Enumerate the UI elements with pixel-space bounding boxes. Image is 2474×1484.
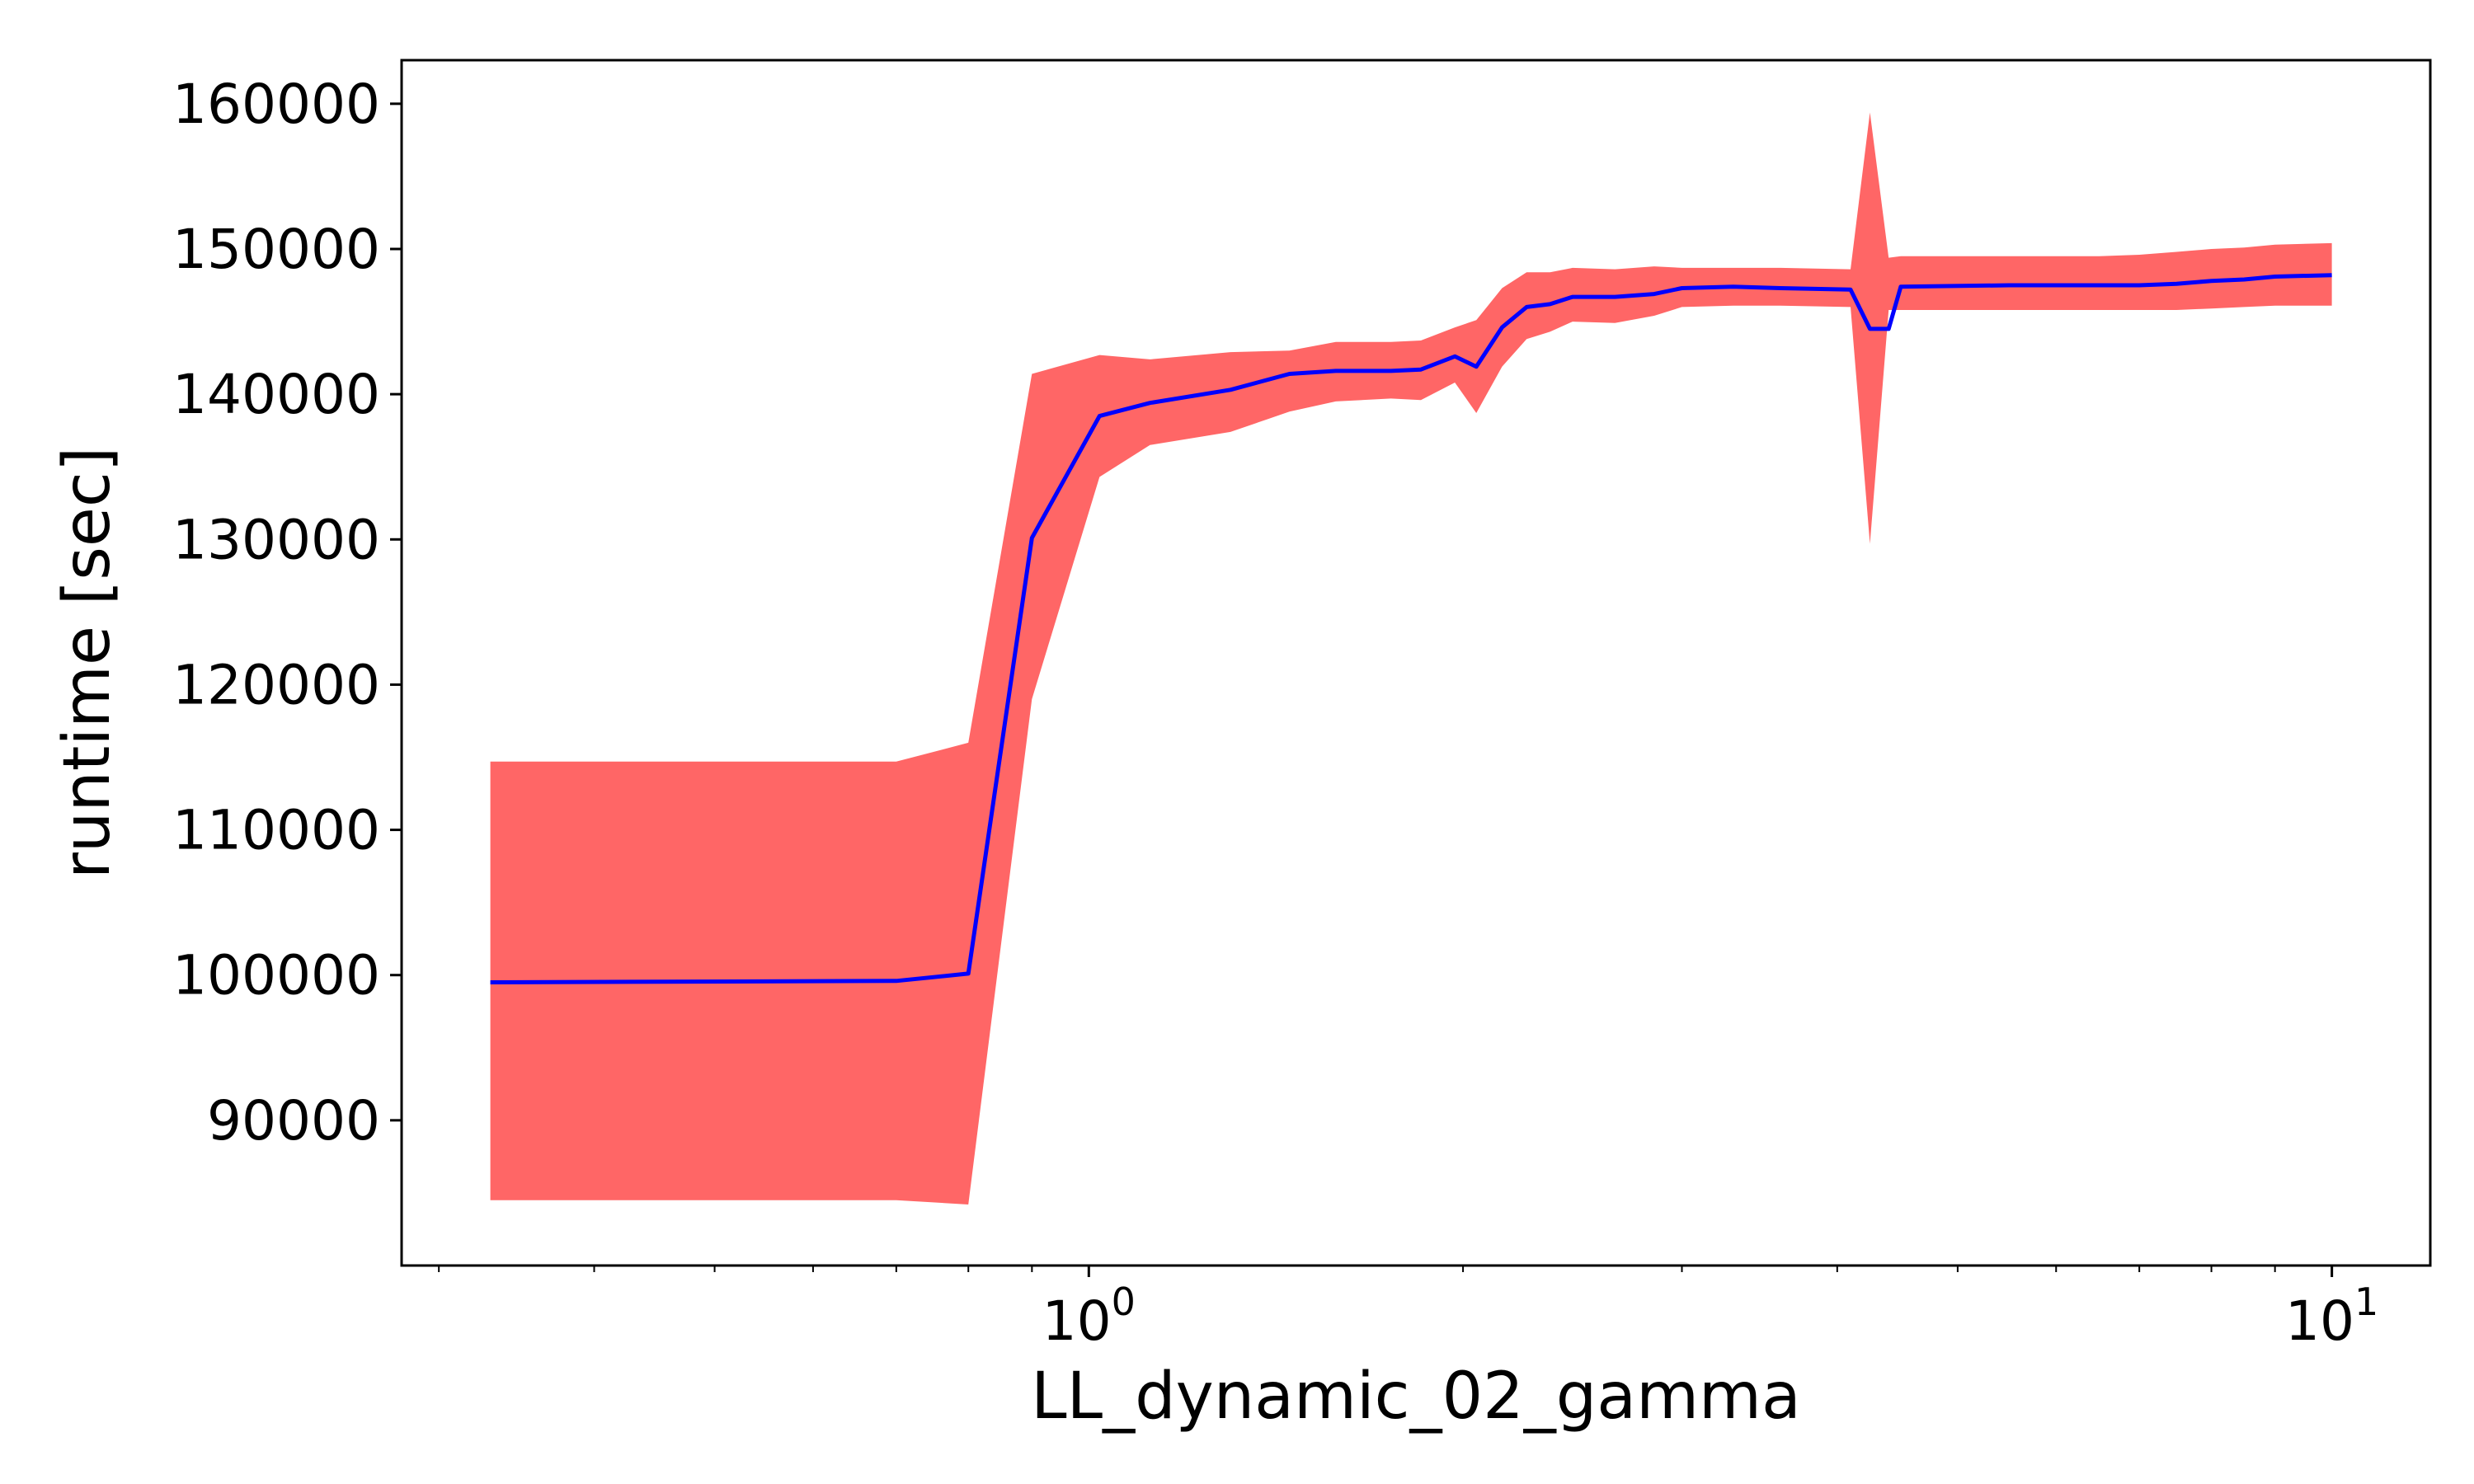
x-axis-label: LL_dynamic_02_gamma <box>1031 1360 1801 1434</box>
y-tick-label: 120000 <box>172 653 380 716</box>
plot-layer <box>490 112 2332 1205</box>
mean-line <box>490 273 2332 984</box>
y-tick-label: 110000 <box>172 799 380 862</box>
y-tick-label: 160000 <box>172 73 380 136</box>
y-tick-label: 90000 <box>207 1089 380 1153</box>
y-tick-label: 140000 <box>172 363 380 426</box>
y-axis-label: runtime [sec] <box>50 447 125 879</box>
y-tick-label: 130000 <box>172 508 380 571</box>
axes-layer: 90000 100000 110000 120000 130000 140000 15000… <box>172 73 2378 1353</box>
x-tick-label: 101 <box>2285 1280 2378 1353</box>
y-tick-label: 150000 <box>172 218 380 281</box>
plot-frame <box>400 59 2432 1267</box>
x-tick-label: 100 <box>1042 1280 1136 1353</box>
std-band <box>490 112 2332 1205</box>
y-tick-label: 100000 <box>172 944 380 1007</box>
